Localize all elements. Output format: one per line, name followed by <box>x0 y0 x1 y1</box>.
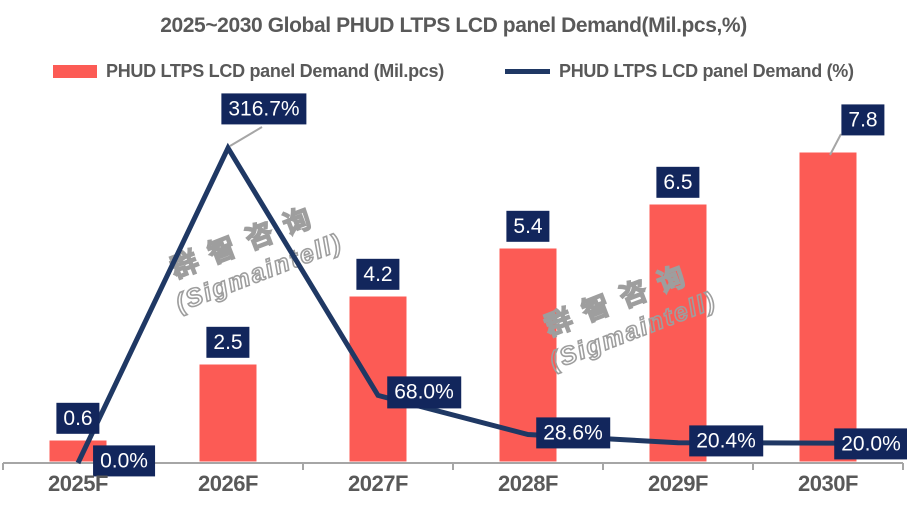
legend-label-bar-series: PHUD LTPS LCD panel Demand (Mil.pcs) <box>106 60 444 81</box>
x-axis-label-2028F: 2028F <box>498 471 558 496</box>
x-axis-label-2025F: 2025F <box>48 471 108 496</box>
line-value-label: 68.0% <box>387 376 461 408</box>
bar-series-swatch-icon <box>53 64 97 78</box>
legend-item-line-series: PHUD LTPS LCD panel Demand (%) <box>505 58 854 84</box>
bar-value-label: 6.5 <box>656 166 700 198</box>
bar-value-label: 2.5 <box>206 326 250 358</box>
bar-value-label: 0.6 <box>56 402 100 434</box>
bar-value-label: 4.2 <box>356 258 400 290</box>
chart-title: 2025~2030 Global PHUD LTPS LCD panel Dem… <box>160 14 747 37</box>
line-value-label: 20.0% <box>834 428 907 460</box>
x-axis-label-2027F: 2027F <box>348 471 408 496</box>
line-value-label: 316.7% <box>221 93 307 125</box>
bar-value-label: 5.4 <box>506 210 550 242</box>
legend-label-line-series: PHUD LTPS LCD panel Demand (%) <box>559 60 854 81</box>
x-axis-label-2030F: 2030F <box>798 471 858 496</box>
line-value-label: 20.4% <box>689 425 763 457</box>
x-axis-label-2029F: 2029F <box>648 471 708 496</box>
legend-item-bar-series: PHUD LTPS LCD panel Demand (Mil.pcs) <box>53 58 444 84</box>
line-value-label: 28.6% <box>536 416 610 449</box>
bar-value-label: 7.8 <box>841 104 885 136</box>
line-value-label: 0.0% <box>93 445 155 477</box>
x-axis-label-2026F: 2026F <box>198 471 258 496</box>
line-series-swatch-icon <box>505 68 550 74</box>
